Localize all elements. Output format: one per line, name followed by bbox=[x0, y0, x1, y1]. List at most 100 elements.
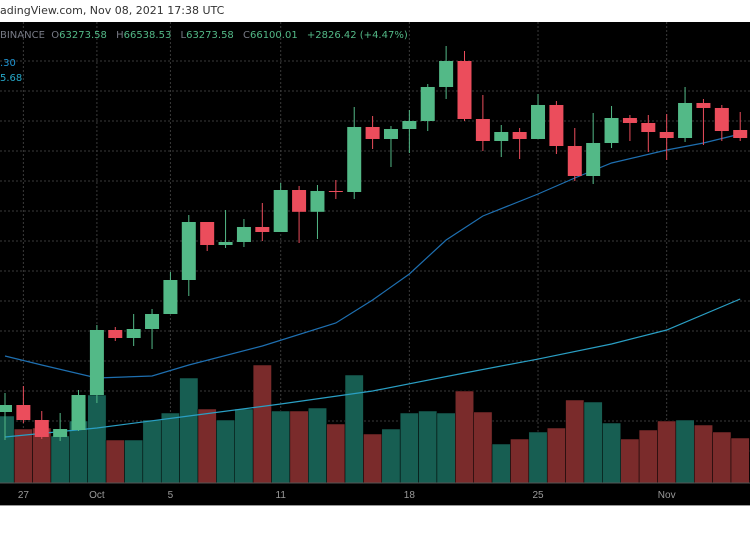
candle-body bbox=[145, 314, 160, 330]
ma1-value-label: .30 bbox=[0, 58, 16, 69]
volume-bar bbox=[179, 377, 199, 484]
volume-bar bbox=[308, 407, 327, 484]
candle-body bbox=[255, 226, 270, 232]
candle-body bbox=[659, 132, 674, 138]
time-axis-tick-label: Oct bbox=[89, 490, 105, 501]
volume-bar bbox=[620, 438, 640, 484]
candle-body bbox=[714, 107, 729, 132]
volume-bar bbox=[638, 429, 658, 484]
volume-bar bbox=[105, 439, 125, 484]
volume-bar bbox=[50, 435, 70, 484]
candle-body bbox=[34, 420, 49, 437]
candle-body bbox=[549, 104, 564, 146]
high-label: H bbox=[116, 30, 124, 41]
candle-body bbox=[273, 190, 288, 232]
chart-canvas[interactable]: 27 Oct 5 11 18 25 Nov bbox=[0, 22, 750, 505]
candle-body bbox=[218, 242, 233, 245]
volume-bar bbox=[657, 420, 677, 484]
volume-bar bbox=[583, 401, 603, 484]
volume-bar bbox=[271, 410, 291, 484]
volume-bar bbox=[363, 433, 383, 484]
candle-body bbox=[420, 86, 435, 121]
time-axis-tick-label: 27 bbox=[18, 490, 30, 501]
volume-bar bbox=[326, 423, 346, 484]
chart-source-header: adingView.com, Nov 08, 2021 17:38 UTC bbox=[0, 4, 225, 17]
candle-body bbox=[641, 122, 656, 132]
volume-bar bbox=[675, 419, 695, 484]
candle-body bbox=[567, 146, 582, 176]
candle-body bbox=[310, 190, 325, 212]
candle-body bbox=[439, 60, 454, 87]
volume-bar bbox=[87, 394, 107, 484]
volume-bar bbox=[455, 390, 474, 484]
candle-body bbox=[733, 130, 748, 138]
moving-average-line-slow bbox=[4, 298, 741, 438]
volume-bar bbox=[197, 408, 217, 484]
close-value: 66100.01 bbox=[249, 30, 298, 41]
volume-bar bbox=[491, 443, 511, 484]
volume-bar bbox=[252, 364, 272, 484]
volume-bar bbox=[399, 412, 419, 484]
volume-bar bbox=[473, 411, 493, 484]
volume-bar bbox=[124, 439, 144, 484]
volume-bar bbox=[418, 410, 438, 484]
low-value: 63273.58 bbox=[186, 30, 234, 41]
candle-body bbox=[604, 118, 619, 143]
candle-body bbox=[678, 102, 693, 138]
candle-body bbox=[108, 330, 123, 338]
candle-body bbox=[71, 395, 86, 430]
candle-body bbox=[531, 104, 546, 139]
candle-body bbox=[457, 60, 472, 119]
candle-body bbox=[365, 126, 380, 139]
volume-bar bbox=[436, 412, 456, 484]
candle-body bbox=[475, 118, 490, 141]
volume-bar bbox=[13, 428, 33, 484]
volume-bar bbox=[0, 415, 15, 484]
candle-body bbox=[163, 280, 178, 314]
change-value: +2826.42 (+4.47%) bbox=[306, 30, 408, 41]
open-label: O bbox=[51, 30, 60, 41]
candle-body bbox=[328, 190, 343, 192]
candlestick-chart[interactable]: 27 Oct 5 11 18 25 Nov BINANCE O63273.58 H66538… bbox=[0, 22, 750, 506]
open-value: 63273.58 bbox=[59, 30, 107, 41]
candle-body bbox=[126, 329, 141, 338]
candle-body bbox=[383, 129, 398, 139]
high-value: 66538.53 bbox=[123, 30, 172, 41]
volume-bar bbox=[730, 437, 750, 484]
candle-body bbox=[347, 126, 362, 192]
volume-bar bbox=[528, 431, 548, 484]
volume-bar bbox=[160, 412, 180, 484]
candle-body bbox=[236, 226, 251, 242]
candle-body bbox=[586, 142, 601, 176]
time-axis-tick-label: 25 bbox=[532, 490, 544, 501]
volume-bar bbox=[234, 408, 254, 484]
candle-body bbox=[402, 120, 417, 130]
candle-body bbox=[53, 429, 68, 437]
ohlc-legend: BINANCE O63273.58 H66538.53 L63273.58 C6… bbox=[0, 30, 414, 42]
volume-bar bbox=[565, 399, 585, 484]
low-label: L bbox=[180, 30, 187, 41]
time-axis-tick-label: 11 bbox=[276, 490, 287, 501]
candle-body bbox=[696, 102, 711, 108]
candle-body bbox=[494, 132, 509, 141]
volume-bar bbox=[712, 431, 732, 484]
candle-body bbox=[16, 405, 31, 420]
candle-body bbox=[292, 190, 307, 212]
candle-body bbox=[89, 330, 104, 396]
time-axis-tick-label: 18 bbox=[404, 490, 416, 501]
volume-bar bbox=[289, 410, 309, 484]
volume-bar bbox=[142, 419, 162, 484]
candle-body bbox=[181, 222, 196, 280]
volume-bar bbox=[602, 422, 621, 484]
candle-body bbox=[512, 132, 527, 139]
ma2-value-label: 5.68 bbox=[0, 73, 23, 84]
volume-bar bbox=[693, 424, 713, 484]
close-label: C bbox=[242, 30, 250, 41]
volume-bar bbox=[381, 428, 401, 484]
moving-average-line-fast bbox=[4, 133, 741, 379]
volume-bar bbox=[510, 438, 530, 484]
time-axis-tick-label: Nov bbox=[658, 490, 676, 501]
volume-bar bbox=[216, 419, 236, 484]
volume-bar bbox=[546, 427, 566, 484]
volume-bar bbox=[344, 374, 364, 484]
